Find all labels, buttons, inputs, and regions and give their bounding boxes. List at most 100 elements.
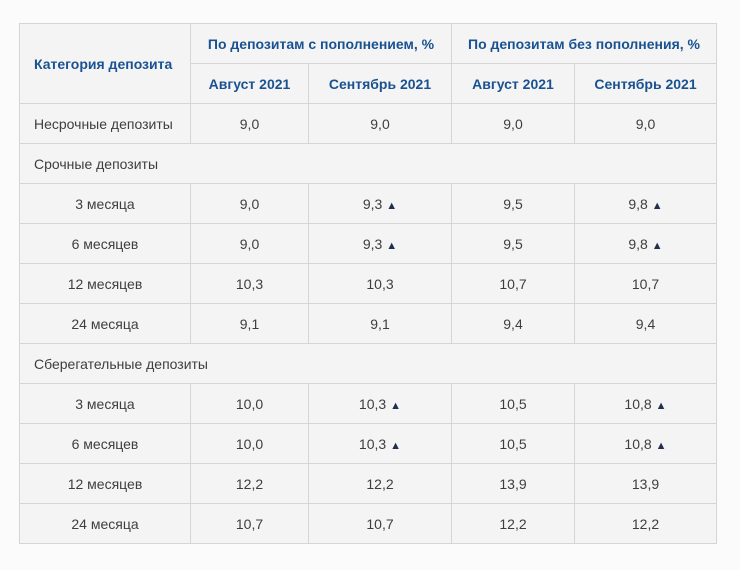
deposit-rates-table-container: Категория депозита По депозитам с пополн… [19, 23, 717, 544]
rate-value: 12,2 [366, 475, 394, 492]
rate-value: 10,0 [235, 395, 264, 412]
table-row: 3 месяца 10,0 10,3 ▲ 10,5 10,8 ▲ [19, 383, 717, 424]
category-cell: 12 месяцев [19, 463, 191, 504]
value-cell: 9,0 [190, 183, 309, 224]
up-triangle-icon: ▲ [386, 199, 398, 212]
rate-value: 13,9 [631, 475, 660, 492]
category-column-header: Категория депозита [19, 23, 191, 104]
rate-value: 9,1 [370, 315, 390, 332]
value-cell: 9,3 ▲ [308, 223, 452, 264]
value-cell: 9,5 [451, 183, 575, 224]
rate-value: 9,0 [239, 235, 260, 252]
group-header-row: Категория депозита По депозитам с пополн… [19, 23, 717, 104]
up-triangle-icon: ▲ [655, 439, 667, 452]
value-cell: 12,2 [190, 463, 309, 504]
deposit-rates-table: Категория депозита По депозитам с пополн… [19, 23, 717, 544]
value-cell: 10,8 ▲ [574, 383, 717, 424]
category-cell: 12 месяцев [19, 263, 191, 304]
category-cell: 3 месяца [19, 383, 191, 424]
value-cell: 9,3 ▲ [308, 183, 452, 224]
rate-value: 10,3 [235, 275, 264, 292]
rate-value: 10,3 [358, 395, 387, 412]
table-row: 12 месяцев 12,2 12,2 13,9 13,9 [19, 463, 717, 504]
table-body: Несрочные депозиты 9,0 9,0 9,0 9,0 Срочные де… [19, 103, 717, 544]
value-cell: 9,1 [308, 303, 452, 344]
rate-value: 9,5 [503, 195, 523, 212]
table-row: 24 месяца 10,7 10,7 12,2 12,2 [19, 503, 717, 544]
section-row: Сберегательные депозиты [19, 343, 717, 384]
rate-value: 9,0 [635, 115, 656, 132]
subheader-august-2021-without: Август 2021 [451, 63, 575, 104]
rate-value: 10,5 [499, 395, 527, 412]
category-cell: Несрочные депозиты [19, 103, 191, 144]
category-cell: 24 месяца [19, 303, 191, 344]
value-cell: 10,5 [451, 383, 575, 424]
rate-value: 10,7 [631, 275, 660, 292]
value-cell: 9,5 [451, 223, 575, 264]
value-cell: 9,8 ▲ [574, 183, 717, 224]
section-label: Сберегательные депозиты [19, 343, 717, 384]
value-cell: 12,2 [308, 463, 452, 504]
rate-value: 10,7 [235, 515, 264, 532]
up-triangle-icon: ▲ [390, 399, 402, 412]
rate-value: 9,8 [628, 195, 648, 212]
value-cell: 12,2 [451, 503, 575, 544]
section-row: Срочные депозиты [19, 143, 717, 184]
value-cell: 9,0 [574, 103, 717, 144]
rate-value: 9,5 [503, 235, 523, 252]
subheader-september-2021-without: Сентябрь 2021 [574, 63, 717, 104]
value-cell: 10,7 [308, 503, 452, 544]
category-cell: 24 месяца [19, 503, 191, 544]
value-cell: 10,8 ▲ [574, 423, 717, 464]
up-triangle-icon: ▲ [386, 239, 398, 252]
up-triangle-icon: ▲ [651, 239, 663, 252]
value-cell: 10,7 [574, 263, 717, 304]
category-cell: 6 месяцев [19, 223, 191, 264]
group-header-with-replenishment: По депозитам с пополнением, % [190, 23, 452, 64]
value-cell: 12,2 [574, 503, 717, 544]
rate-value: 9,0 [370, 115, 390, 132]
up-triangle-icon: ▲ [390, 439, 402, 452]
rate-value: 9,0 [239, 115, 260, 132]
table-row: Несрочные депозиты 9,0 9,0 9,0 9,0 [19, 103, 717, 144]
section-label: Срочные депозиты [19, 143, 717, 184]
rate-value: 10,7 [499, 275, 527, 292]
rate-value: 9,0 [503, 115, 523, 132]
rate-value: 10,3 [366, 275, 394, 292]
value-cell: 9,0 [451, 103, 575, 144]
rate-value: 10,7 [366, 515, 394, 532]
value-cell: 9,8 ▲ [574, 223, 717, 264]
table-row: 3 месяца 9,0 9,3 ▲ 9,5 9,8 ▲ [19, 183, 717, 224]
rate-value: 9,1 [239, 315, 260, 332]
up-triangle-icon: ▲ [655, 399, 667, 412]
rate-value: 10,8 [624, 435, 652, 452]
table-header: Категория депозита По депозитам с пополн… [19, 23, 717, 104]
value-cell: 10,7 [451, 263, 575, 304]
value-cell: 13,9 [451, 463, 575, 504]
category-cell: 6 месяцев [19, 423, 191, 464]
table-row: 12 месяцев 10,3 10,3 10,7 10,7 [19, 263, 717, 304]
up-triangle-icon: ▲ [651, 199, 663, 212]
value-cell: 10,7 [190, 503, 309, 544]
rate-value: 9,3 [362, 195, 383, 212]
rate-value: 12,2 [235, 475, 264, 492]
table-row: 6 месяцев 9,0 9,3 ▲ 9,5 9,8 ▲ [19, 223, 717, 264]
value-cell: 10,0 [190, 423, 309, 464]
rate-value: 10,5 [499, 435, 527, 452]
rate-value: 9,3 [362, 235, 383, 252]
rate-value: 9,4 [635, 315, 656, 332]
value-cell: 10,3 ▲ [308, 423, 452, 464]
subheader-august-2021-with: Август 2021 [190, 63, 309, 104]
value-cell: 9,0 [308, 103, 452, 144]
value-cell: 9,4 [451, 303, 575, 344]
table-row: 24 месяца 9,1 9,1 9,4 9,4 [19, 303, 717, 344]
rate-value: 12,2 [499, 515, 527, 532]
rate-value: 9,8 [628, 235, 648, 252]
value-cell: 9,0 [190, 223, 309, 264]
rate-value: 13,9 [499, 475, 527, 492]
value-cell: 9,4 [574, 303, 717, 344]
value-cell: 9,0 [190, 103, 309, 144]
rate-value: 9,0 [239, 195, 260, 212]
sub-header-row: Август 2021 Сентябрь 2021 Август 2021 Се… [20, 63, 717, 104]
value-cell: 10,3 [308, 263, 452, 304]
